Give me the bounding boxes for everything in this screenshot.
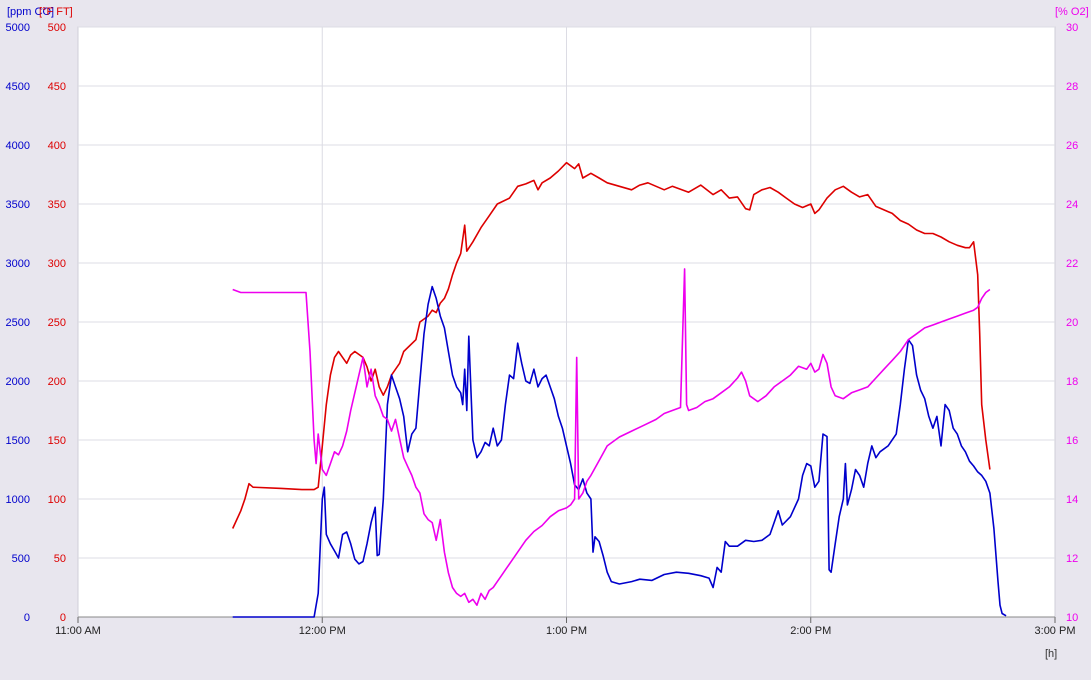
co-axis-label: [ppm CO] (7, 6, 55, 18)
o2-tick-label: 28 (1066, 81, 1078, 93)
co-tick-label: 5000 (6, 22, 30, 34)
co-tick-label: 3500 (6, 199, 30, 211)
o2-series-line (232, 268, 991, 606)
x-tick-label: 2:00 PM (790, 625, 831, 637)
o2-tick-label: 16 (1066, 435, 1078, 447)
x-tick-label: 12:00 PM (299, 625, 346, 637)
o2-tick-label: 14 (1066, 494, 1078, 506)
co-tick-label: 500 (12, 553, 30, 565)
temp-tick-label: 0 (60, 612, 66, 624)
x-tick-label: 11:00 AM (55, 625, 101, 637)
temp-tick-label: 400 (48, 140, 66, 152)
temp-tick-label: 350 (48, 199, 66, 211)
o2-tick-label: 18 (1066, 376, 1078, 388)
x-tick-label: 3:00 PM (1035, 625, 1076, 637)
co-series-line (232, 285, 1007, 618)
co-tick-label: 1500 (6, 435, 30, 447)
o2-tick-label: 30 (1066, 22, 1078, 34)
temp-tick-label: 250 (48, 317, 66, 329)
temp-axis-label: [°F FT] (39, 6, 73, 18)
o2-axis-label: [% O2] (1055, 6, 1089, 18)
temp-tick-label: 100 (48, 494, 66, 506)
o2-tick-label: 12 (1066, 553, 1078, 565)
o2-tick-label: 24 (1066, 199, 1078, 211)
temp-tick-label: 450 (48, 81, 66, 93)
co-tick-label: 4000 (6, 140, 30, 152)
co-tick-label: 3000 (6, 258, 30, 270)
temp-tick-label: 50 (54, 553, 66, 565)
temp-tick-label: 150 (48, 435, 66, 447)
co-tick-label: 4500 (6, 81, 30, 93)
x-tick-label: 1:00 PM (546, 625, 587, 637)
co-tick-label: 0 (24, 612, 30, 624)
co-tick-label: 1000 (6, 494, 30, 506)
o2-tick-label: 22 (1066, 258, 1078, 270)
x-axis-unit: [h] (1045, 648, 1058, 660)
o2-tick-label: 26 (1066, 140, 1078, 152)
temp-tick-label: 200 (48, 376, 66, 388)
co-tick-label: 2500 (6, 317, 30, 329)
o2-tick-label: 20 (1066, 317, 1078, 329)
temp-tick-label: 500 (48, 22, 66, 34)
o2-tick-label: 10 (1066, 612, 1078, 624)
co-tick-label: 2000 (6, 376, 30, 388)
temp-tick-label: 300 (48, 258, 66, 270)
